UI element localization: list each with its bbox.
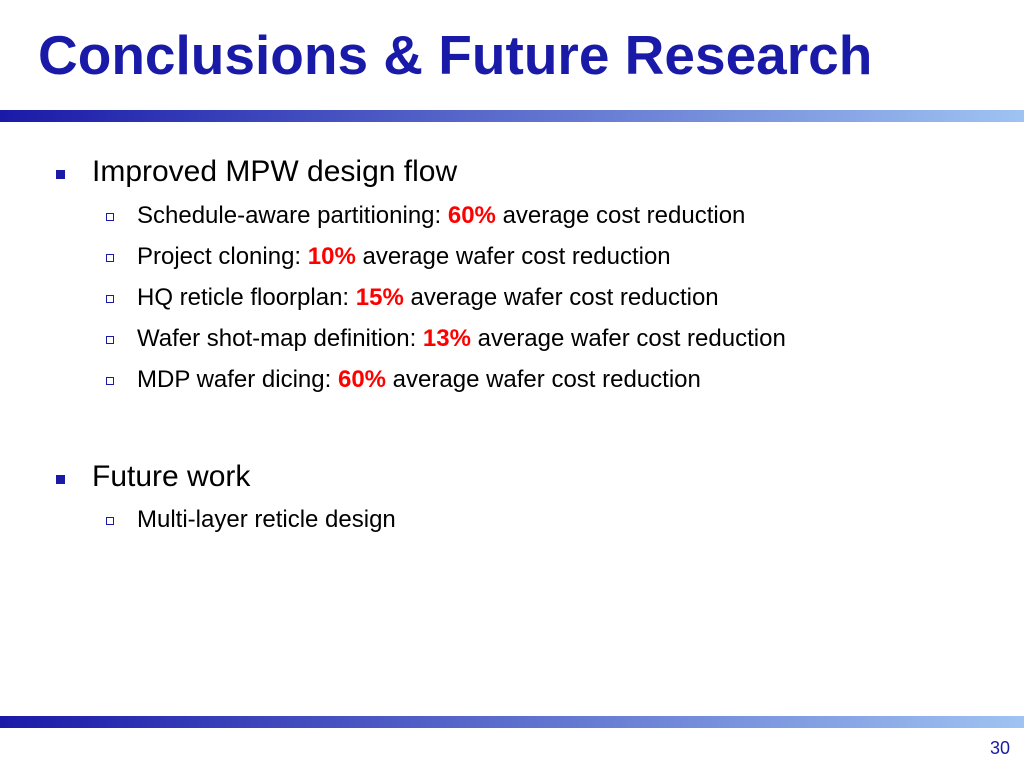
item-text: average wafer cost reduction	[386, 366, 701, 393]
title-underline-rule	[0, 110, 1024, 122]
hollow-square-bullet-icon	[106, 377, 114, 385]
hollow-square-bullet-icon	[106, 336, 114, 344]
hollow-square-bullet-icon	[106, 213, 114, 221]
item-text: average cost reduction	[495, 202, 746, 229]
list-item: HQ reticle floorplan: 15% average wafer …	[137, 284, 719, 312]
item-text: Schedule-aware partitioning:	[137, 202, 448, 229]
item-value: 60%	[337, 366, 387, 393]
item-value: 60%	[447, 202, 496, 229]
item-value: 13%	[422, 325, 471, 352]
list-item: Schedule-aware partitioning: 60% average…	[137, 202, 745, 230]
page-number: 30	[989, 738, 1010, 758]
hollow-square-bullet-icon	[106, 517, 114, 525]
list-item: MDP wafer dicing: 60% average wafer cost…	[137, 366, 701, 394]
slide-content: Improved MPW design flow Schedule-aware …	[56, 155, 786, 534]
item-text: HQ reticle floorplan:	[137, 284, 356, 311]
item-text: average wafer cost reduction	[403, 284, 719, 311]
item-text: average wafer cost reduction	[355, 243, 671, 270]
item-text: MDP wafer dicing:	[137, 366, 338, 393]
item-value: 15%	[355, 284, 404, 311]
item-text: Wafer shot-map definition:	[137, 325, 423, 352]
square-bullet-icon	[56, 170, 65, 179]
slide-title: Conclusions & Future Research	[38, 24, 873, 86]
hollow-square-bullet-icon	[106, 254, 114, 262]
square-bullet-icon	[56, 475, 65, 484]
item-value: 10%	[307, 243, 356, 270]
footer-rule	[0, 716, 1024, 728]
section-heading-mpw-flow: Improved MPW design flow	[92, 155, 458, 188]
item-text: Project cloning:	[137, 243, 308, 270]
list-item: Project cloning: 10% average wafer cost …	[137, 243, 671, 271]
item-text: Multi-layer reticle design	[137, 506, 396, 533]
hollow-square-bullet-icon	[106, 295, 114, 303]
item-text: average wafer cost reduction	[470, 325, 786, 352]
list-item: Multi-layer reticle design	[137, 506, 396, 534]
section-heading-future-work: Future work	[92, 460, 251, 493]
list-item: Wafer shot-map definition: 13% average w…	[137, 325, 786, 353]
